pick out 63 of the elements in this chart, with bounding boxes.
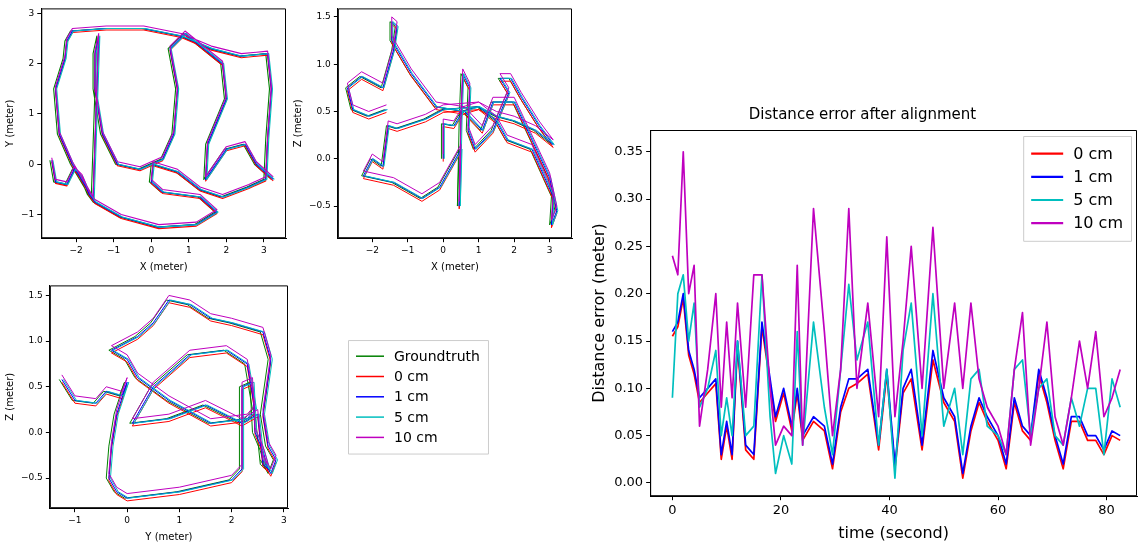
x-tick-label: −1	[68, 514, 82, 525]
y-axis-title: Z (meter)	[3, 372, 15, 421]
legend-label: 1 cm	[1073, 166, 1113, 186]
y-tick-label: 0.10	[614, 379, 644, 395]
x-axis-title: X (meter)	[139, 260, 188, 272]
legend-label: 1 cm	[394, 388, 429, 405]
legend-label: 10 cm	[1073, 213, 1123, 233]
x-tick-label: −2	[69, 244, 83, 255]
y-tick-label: 0.5	[28, 381, 43, 392]
legend-label: 5 cm	[1073, 190, 1113, 210]
x-tick-label: −1	[107, 244, 121, 255]
y-tick-label: 1.5	[316, 11, 331, 22]
x-tick-label: 80	[1098, 502, 1115, 518]
chart-title: Distance error after alignment	[748, 104, 977, 123]
x-tick-label: 1	[176, 514, 183, 525]
y-tick-label: −1	[20, 208, 35, 219]
y-tick-label: 0	[28, 158, 35, 169]
x-tick-label: 2	[223, 244, 230, 255]
x-tick-label: 40	[881, 502, 898, 518]
x-tick-label: 1	[185, 244, 192, 255]
x-tick-label: 60	[989, 502, 1007, 518]
x-tick-label: 20	[772, 502, 790, 518]
x-tick-label: 3	[280, 514, 287, 525]
x-tick-label: 0	[668, 502, 677, 518]
y-tick-label: 0.0	[28, 426, 44, 437]
y-tick-label: 0.00	[614, 474, 644, 490]
y-tick-label: 3	[28, 7, 35, 18]
y-tick-label: 0.25	[614, 237, 644, 253]
x-tick-label: 2	[228, 514, 235, 525]
y-tick-label: 0.5	[316, 105, 331, 116]
x-tick-label: 1	[475, 244, 482, 255]
x-tick-label: −2	[365, 244, 379, 255]
x-tick-label: 3	[546, 244, 553, 255]
y-tick-label: 1.5	[28, 289, 43, 300]
legend-label: Groundtruth	[394, 347, 480, 364]
x-axis-title: X (meter)	[430, 260, 479, 272]
y-tick-label: −0.5	[308, 200, 331, 211]
y-tick-label: 0.35	[614, 143, 644, 159]
y-tick-label: 1.0	[28, 335, 44, 346]
x-tick-label: 0	[148, 244, 155, 255]
y-tick-label: 1	[28, 108, 35, 119]
y-tick-label: 0.0	[316, 153, 332, 164]
x-tick-label: 2	[511, 244, 518, 255]
x-axis-title: Y (meter)	[144, 530, 193, 542]
y-tick-label: 1.0	[316, 58, 332, 69]
legend-label: 5 cm	[394, 408, 429, 425]
y-tick-label: 0.20	[614, 285, 644, 301]
legend-label: 0 cm	[394, 368, 429, 385]
x-tick-label: 0	[440, 244, 447, 255]
x-tick-label: 0	[124, 514, 131, 525]
y-tick-label: 0.05	[614, 427, 644, 443]
y-tick-label: −0.5	[20, 472, 43, 483]
y-axis-title: Y (meter)	[3, 99, 15, 148]
x-axis-title: time (second)	[838, 522, 949, 542]
legend-label: 10 cm	[394, 429, 438, 446]
y-tick-label: 0.30	[614, 190, 644, 206]
y-axis-title: Z (meter)	[291, 99, 303, 148]
x-tick-label: −1	[401, 244, 415, 255]
y-tick-label: 2	[28, 58, 35, 69]
x-tick-label: 3	[260, 244, 267, 255]
y-tick-label: 0.15	[614, 332, 644, 348]
y-axis-title: Distance error (meter)	[588, 223, 608, 403]
legend-label: 0 cm	[1073, 143, 1113, 163]
